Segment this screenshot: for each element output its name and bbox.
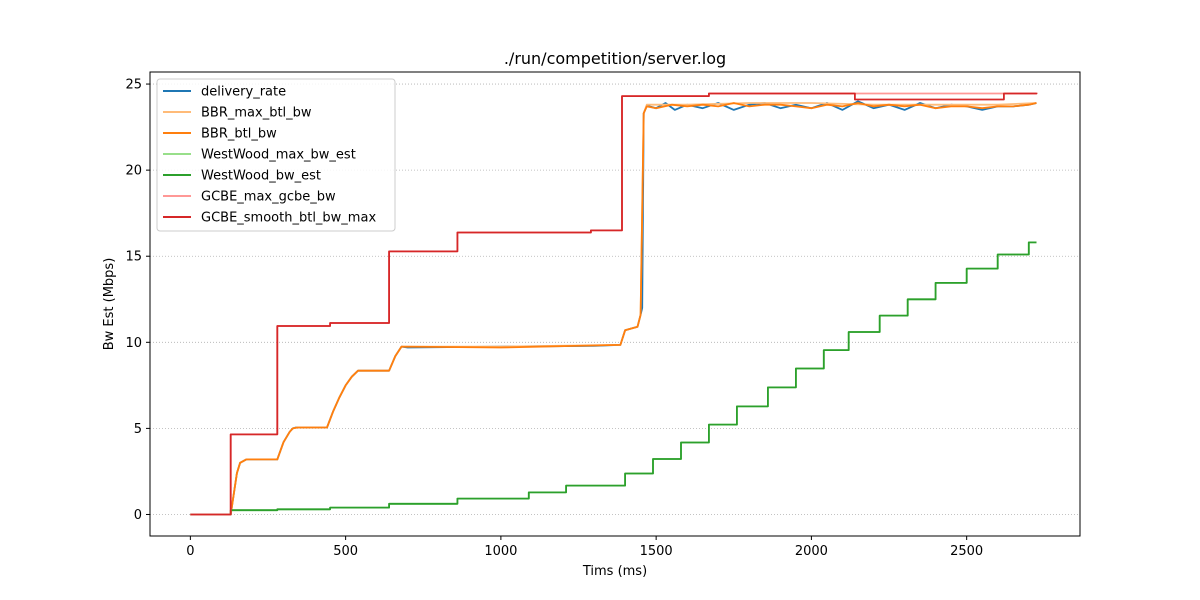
legend-label-2: BBR_btl_bw xyxy=(201,127,277,142)
x-tick-label-2: 1000 xyxy=(484,544,517,559)
series-line-6 xyxy=(190,92,1038,516)
x-tick-label-0: 0 xyxy=(186,544,194,559)
legend-label-4: WestWood_bw_est xyxy=(201,169,321,184)
y-tick-label-3: 15 xyxy=(125,250,142,265)
y-axis-label: Bw Est (Mbps) xyxy=(102,258,117,351)
legend: delivery_rate BBR_max_btl_bw BBR_btl_bw Wes… xyxy=(156,78,396,232)
plot-frame xyxy=(149,71,1081,537)
y-tick-label-4: 20 xyxy=(125,164,142,179)
legend-box xyxy=(156,78,396,232)
legend-label-5: GCBE_max_gcbe_bw xyxy=(201,190,336,205)
y-tick-label-1: 5 xyxy=(134,422,142,437)
y-tick-label-0: 0 xyxy=(134,508,142,523)
x-tick-label-5: 2500 xyxy=(950,544,983,559)
grid xyxy=(150,83,1080,515)
y-axis: 0 5 10 15 20 25 xyxy=(125,78,150,523)
x-tick-label-3: 1500 xyxy=(640,544,673,559)
y-tick-label-2: 10 xyxy=(125,336,142,351)
x-tick-label-4: 2000 xyxy=(795,544,828,559)
series-line-4 xyxy=(190,241,1037,516)
series-line-2 xyxy=(190,102,1037,516)
chart-title: ./run/competition/server.log xyxy=(504,49,726,68)
legend-label-3: WestWood_max_bw_est xyxy=(201,148,356,163)
legend-label-0: delivery_rate xyxy=(201,85,286,100)
x-axis: 0 500 1000 1500 2000 2500 xyxy=(186,536,983,559)
series-layer xyxy=(190,92,1038,516)
y-tick-label-5: 25 xyxy=(125,78,142,93)
legend-label-6: GCBE_smooth_btl_bw_max xyxy=(201,211,376,226)
x-axis-label: Tims (ms) xyxy=(582,564,647,579)
x-tick-label-1: 500 xyxy=(333,544,358,559)
legend-label-1: BBR_max_btl_bw xyxy=(201,106,312,121)
